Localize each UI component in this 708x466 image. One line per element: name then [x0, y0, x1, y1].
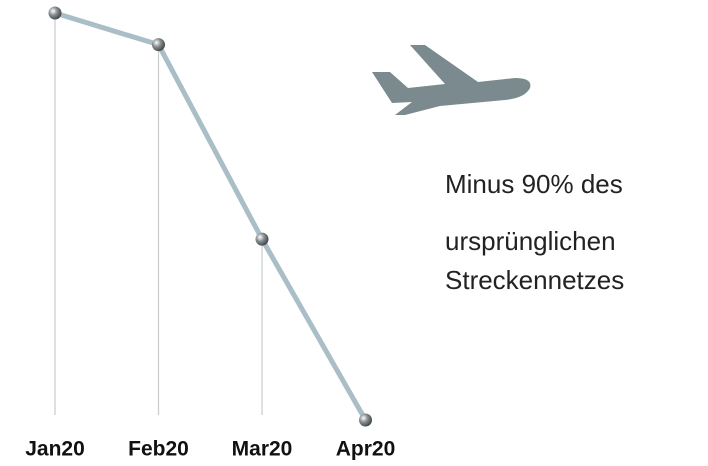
series-line [54, 10, 368, 422]
annotation: Minus 90% des [445, 169, 623, 199]
point-marker [152, 38, 165, 52]
x-tick-label: Feb20 [128, 438, 189, 461]
x-tick-label: Apr20 [336, 438, 396, 461]
point-marker [359, 413, 372, 427]
plane-icon [372, 45, 531, 115]
point-marker [48, 6, 62, 20]
annotation: ursprünglichen [445, 226, 616, 256]
x-tick-label: Jan20 [25, 438, 85, 461]
annotation: Streckennetzes [445, 265, 624, 295]
x-tick-label: Mar20 [232, 438, 293, 461]
point-marker [255, 232, 269, 246]
